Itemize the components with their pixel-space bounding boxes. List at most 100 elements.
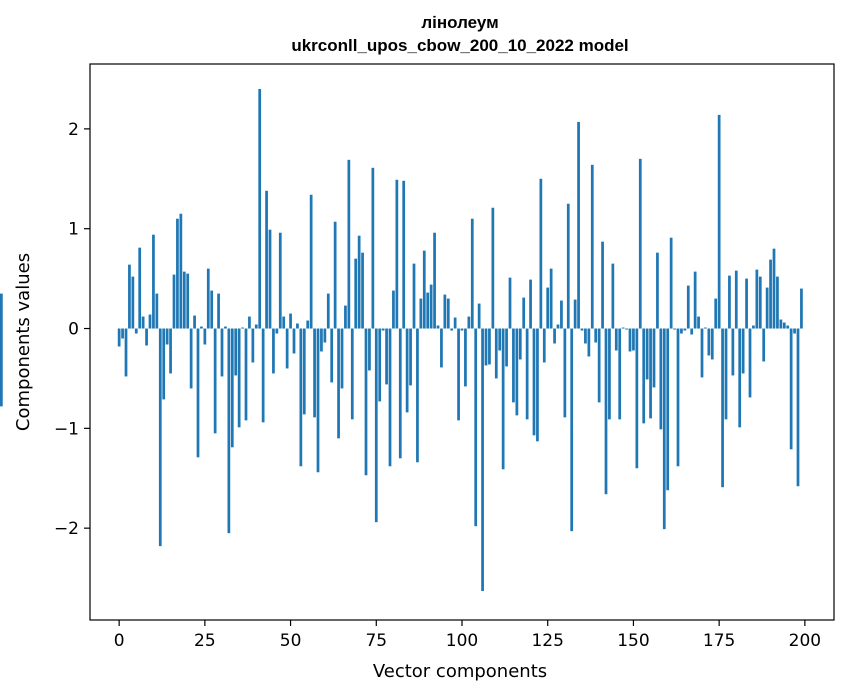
bar: [515, 328, 519, 416]
bar: [755, 269, 759, 329]
bar: [224, 326, 227, 329]
bar: [340, 328, 344, 389]
bar: [546, 287, 550, 329]
bar: [344, 305, 347, 329]
bar: [467, 316, 471, 329]
plot-area-frame: [89, 63, 835, 621]
bar: [539, 178, 543, 329]
bar: [796, 328, 800, 487]
bar: [292, 328, 296, 354]
bar: [131, 276, 135, 329]
bar: [392, 290, 395, 329]
bar: [337, 328, 340, 439]
bar: [570, 328, 574, 532]
bar: [769, 259, 772, 329]
bar: [608, 328, 611, 420]
bar: [364, 328, 368, 476]
bar: [532, 328, 536, 436]
bar: [440, 328, 443, 368]
bar: [590, 164, 594, 329]
bar: [563, 328, 567, 418]
bar: [296, 323, 299, 329]
bar: [278, 232, 282, 329]
bar: [645, 328, 649, 380]
bar: [203, 328, 207, 345]
bar: [501, 328, 505, 470]
y-axis-ticks: −2 −1 0 1 2: [54, 120, 90, 539]
bar: [357, 235, 361, 329]
bar: [422, 250, 426, 329]
bar: [618, 328, 622, 420]
bar: [584, 328, 587, 344]
bar: [145, 328, 148, 346]
bar: [234, 328, 238, 376]
chart-subtitle: ukrconll_upos_cbow_200_10_2022 model: [291, 36, 628, 55]
bar: [155, 293, 159, 329]
bar: [604, 328, 608, 495]
bar: [182, 271, 186, 329]
bar: [179, 213, 183, 329]
bar: [436, 325, 440, 329]
bar: [505, 328, 508, 367]
bar: [666, 328, 670, 491]
bar: [566, 203, 570, 329]
x-tick-label: 25: [194, 631, 216, 651]
bar: [556, 324, 560, 329]
bar: [587, 328, 591, 357]
bar: [158, 328, 162, 547]
bar: [152, 234, 155, 329]
bar: [316, 328, 320, 473]
bar: [361, 252, 364, 329]
chart-title: лінолеум: [421, 13, 498, 32]
bar: [710, 328, 714, 360]
bar: [518, 328, 522, 360]
bar: [676, 328, 680, 467]
bar: [172, 274, 176, 329]
y-axis-label: Components values: [13, 253, 34, 431]
bar: [138, 247, 142, 329]
bar: [134, 328, 138, 334]
bar: [738, 328, 742, 428]
bar: [193, 315, 196, 329]
bar: [659, 328, 663, 430]
bars-group: [0, 88, 803, 592]
bar: [141, 316, 145, 329]
x-tick-label: 150: [617, 631, 649, 651]
bar: [573, 299, 577, 329]
bar: [789, 328, 793, 450]
bar: [251, 328, 255, 363]
bar: [680, 328, 683, 334]
bar: [162, 328, 166, 400]
bar: [309, 194, 313, 329]
bar: [484, 328, 488, 366]
bar: [498, 328, 502, 351]
bar: [381, 328, 385, 331]
bar: [368, 328, 371, 371]
bar: [217, 293, 220, 329]
bar: [261, 328, 265, 423]
bar: [776, 276, 779, 329]
bar: [385, 328, 388, 385]
bar: [241, 327, 244, 329]
bar: [686, 285, 690, 329]
bar: [601, 241, 604, 329]
bar: [594, 328, 598, 343]
x-tick-label: 175: [703, 631, 735, 651]
bar: [265, 190, 268, 329]
bar: [457, 328, 460, 421]
bar: [772, 248, 776, 329]
bar: [652, 328, 656, 388]
bar: [673, 328, 676, 330]
bar: [306, 320, 310, 329]
bar: [614, 328, 618, 351]
bar: [481, 328, 484, 592]
bar: [416, 328, 419, 463]
bar: [426, 292, 430, 329]
bar: [734, 270, 738, 329]
bar: [464, 328, 467, 387]
bar: [186, 273, 190, 329]
bar: [683, 328, 687, 331]
bar: [299, 328, 303, 467]
bar: [474, 328, 478, 527]
bar: [649, 328, 652, 419]
